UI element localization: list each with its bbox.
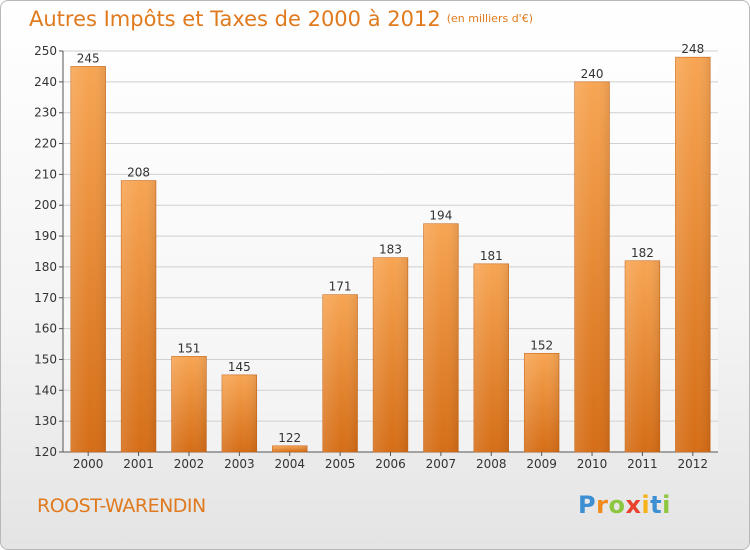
bar-shade <box>524 353 560 452</box>
chart-title: Autres Impôts et Taxes de 2000 à 2012 (en… <box>29 7 533 31</box>
chart-subtitle: (en milliers d'€) <box>446 12 533 25</box>
y-tick-label: 180 <box>34 260 57 274</box>
y-tick-label: 240 <box>34 75 57 89</box>
x-tick-label: 2005 <box>325 457 356 471</box>
x-tick-label: 2008 <box>476 457 507 471</box>
y-tick-label: 250 <box>34 44 57 58</box>
brand-letter: x <box>625 491 642 519</box>
y-tick-label: 230 <box>34 106 57 120</box>
bar-shade <box>272 445 308 452</box>
y-tick-label: 130 <box>34 414 57 428</box>
y-tick-label: 200 <box>34 198 57 212</box>
x-tick-label: 2000 <box>73 457 104 471</box>
bar-shade <box>473 263 509 452</box>
brand-logo: Proxiti <box>578 491 671 519</box>
x-tick-label: 2012 <box>678 457 709 471</box>
y-tick-label: 220 <box>34 137 57 151</box>
data-label: 122 <box>278 431 301 445</box>
location-name: ROOST-WARENDIN <box>37 495 206 517</box>
data-label: 208 <box>127 166 150 180</box>
y-tick-label: 190 <box>34 229 57 243</box>
data-label: 194 <box>429 209 452 223</box>
data-label: 171 <box>329 280 352 294</box>
y-tick-label: 160 <box>34 322 57 336</box>
y-tick-label: 170 <box>34 291 57 305</box>
x-tick-label: 2001 <box>123 457 154 471</box>
x-tick-label: 2007 <box>426 457 457 471</box>
x-tick-label: 2003 <box>224 457 255 471</box>
data-label: 145 <box>228 360 251 374</box>
data-label: 245 <box>77 51 100 65</box>
brand-letter: i <box>662 491 671 519</box>
chart-title-text: Autres Impôts et Taxes de 2000 à 2012 <box>29 7 441 31</box>
x-tick-label: 2006 <box>375 457 406 471</box>
data-label: 151 <box>178 341 201 355</box>
bar-shade <box>121 180 156 453</box>
brand-letter: r <box>596 491 609 519</box>
y-tick-label: 140 <box>34 383 57 397</box>
data-label: 182 <box>631 246 654 260</box>
x-tick-label: 2009 <box>526 457 557 471</box>
bar-shade <box>675 57 711 453</box>
x-tick-label: 2011 <box>627 457 658 471</box>
data-label: 181 <box>480 249 503 263</box>
bar-shade <box>322 294 358 452</box>
bar-shade <box>373 257 408 452</box>
data-label: 240 <box>581 67 604 81</box>
bar-shade <box>625 260 660 452</box>
bar-shade <box>70 66 106 452</box>
x-tick-label: 2004 <box>274 457 305 471</box>
x-tick-label: 2002 <box>174 457 205 471</box>
bar-shade <box>574 81 610 452</box>
y-tick-label: 210 <box>34 167 57 181</box>
data-label: 248 <box>681 42 704 56</box>
data-label: 183 <box>379 243 402 257</box>
brand-letter: t <box>650 491 663 519</box>
y-tick-label: 120 <box>34 445 57 459</box>
brand-letter: o <box>608 491 626 519</box>
brand-letter: i <box>641 491 651 519</box>
brand-letter: P <box>578 491 597 519</box>
y-tick-label: 150 <box>34 352 57 366</box>
bar-shade <box>171 356 207 452</box>
x-tick-label: 2010 <box>577 457 608 471</box>
data-label: 152 <box>530 338 553 352</box>
bar-shade <box>423 223 459 452</box>
bar-shade <box>221 374 257 452</box>
